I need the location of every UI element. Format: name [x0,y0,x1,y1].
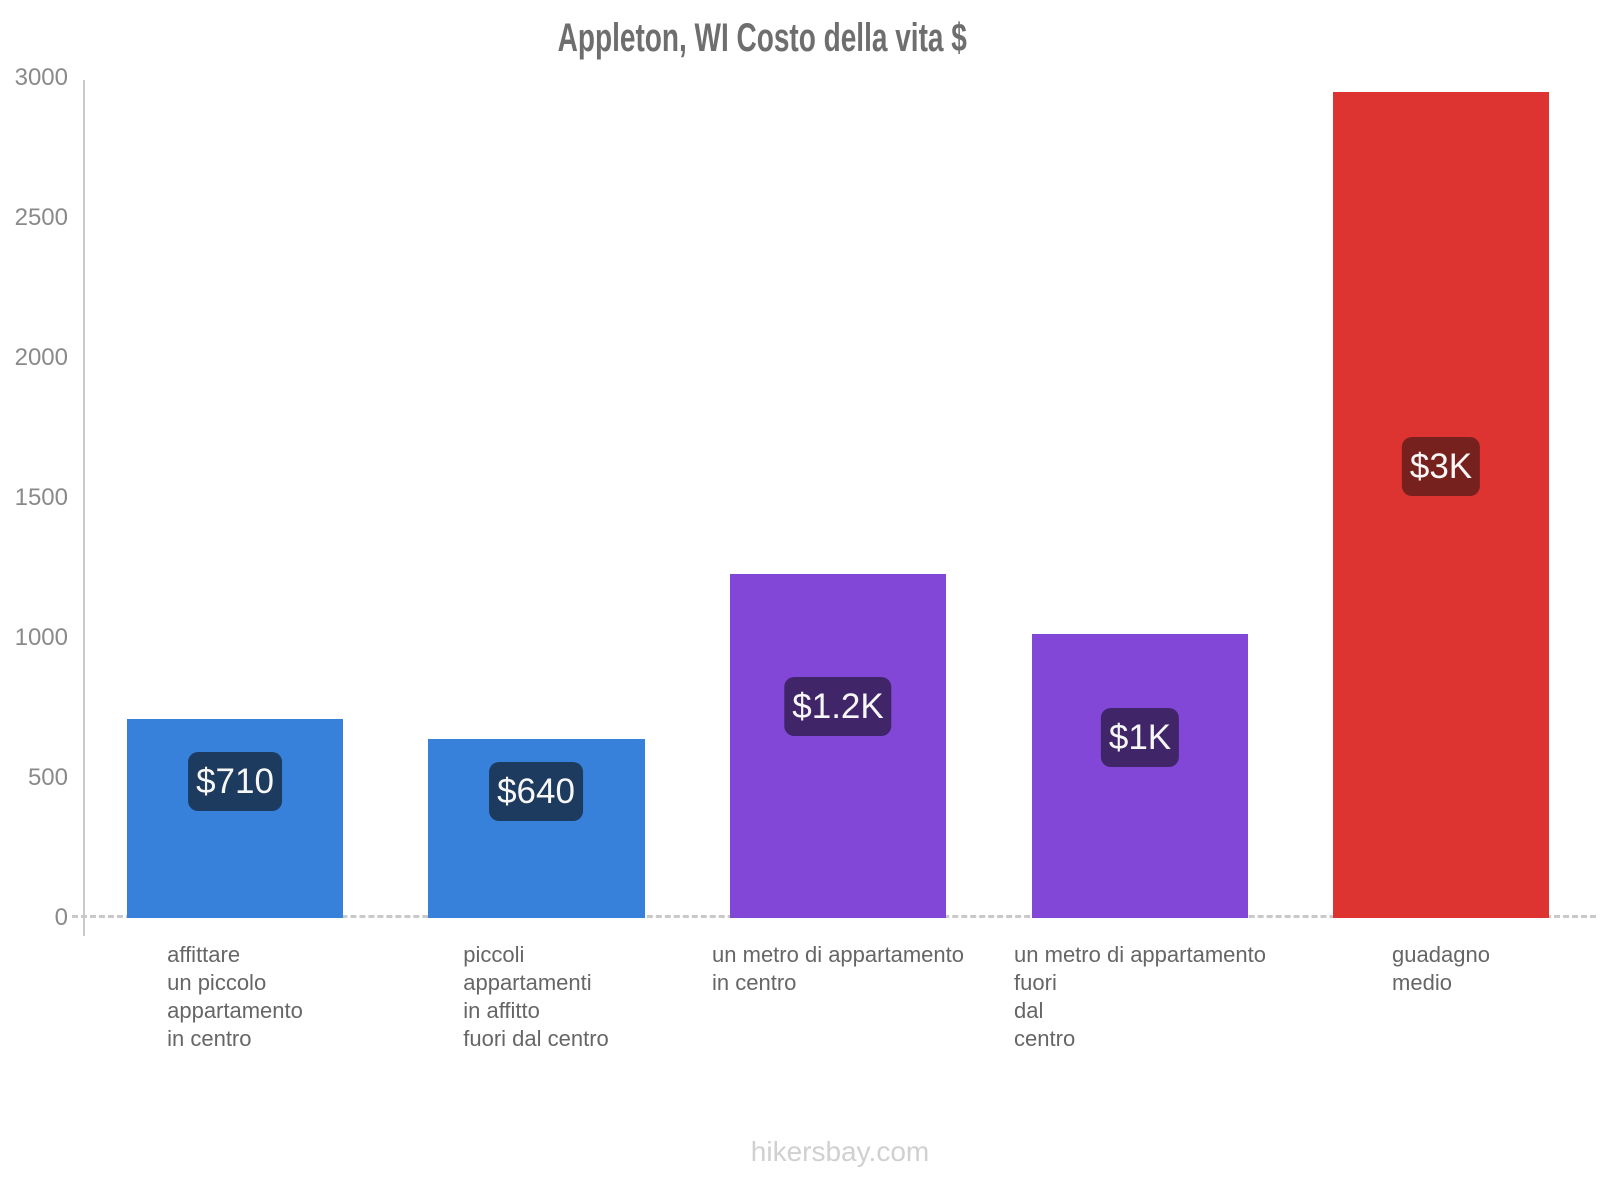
category-label-rent-small-apartment-outside: piccoli appartamenti in affitto fuori da… [463,942,609,1051]
category-label-average-income: guadagno medio [1392,942,1490,995]
category-label-sqm-apartment-center: un metro di appartamento in centro [712,942,964,995]
y-tick-label-1000: 1000 [14,624,68,651]
y-tick-label-1500: 1500 [14,484,68,511]
bar-rent-small-apartment-center [127,719,343,918]
y-tick-label-0: 0 [54,904,68,931]
value-label-640: $640 [489,762,583,821]
y-tick-label-2000: 2000 [14,344,68,371]
y-tick-label-500: 500 [27,764,68,791]
bar-sqm-apartment-outside [1032,634,1248,918]
watermark-hikersbay: hikersbay.com [750,1136,930,1167]
value-label-710: $710 [188,752,282,811]
value-label-1k: $1K [1100,708,1180,767]
y-axis-line [83,80,85,936]
category-label-rent-small-apartment-center: affittare un piccolo appartamento in cen… [167,942,303,1051]
footer-container: hikersbay.com [0,1136,1600,1168]
y-tick-label-2500: 2500 [14,204,68,231]
chart-title: Appleton, WI Costo della vita $ [557,16,967,60]
bar-average-income [1333,92,1549,918]
value-label-3k: $3K [1401,437,1481,496]
y-tick-label-3000: 3000 [14,64,68,91]
title-container: Appleton, WI Costo della vita $ [0,16,1524,61]
bar-sqm-apartment-center [730,574,946,918]
value-label-1.2k: $1.2K [784,677,892,736]
category-label-sqm-apartment-outside: un metro di appartamento fuori dal centr… [1014,942,1266,1051]
